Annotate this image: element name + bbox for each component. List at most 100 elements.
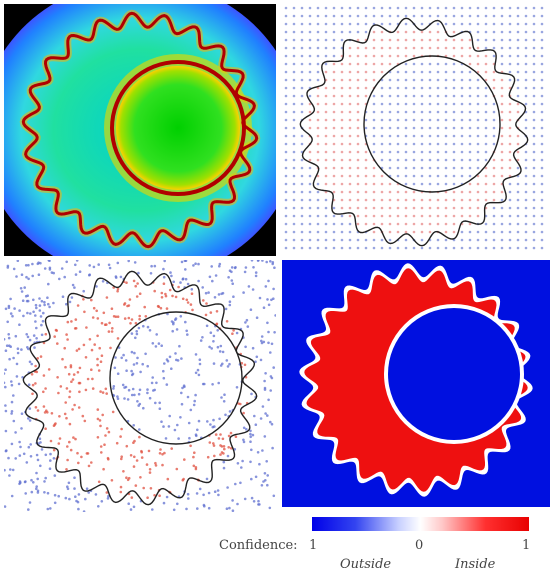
grid-sample-point	[284, 182, 288, 186]
scatter-sample-point	[78, 270, 82, 273]
grid-sample-point	[436, 86, 440, 90]
scatter-sample-point	[162, 376, 166, 380]
grid-sample-point	[364, 70, 368, 74]
grid-sample-point	[348, 126, 352, 130]
scatter-sample-point	[80, 455, 83, 459]
grid-sample-point	[356, 62, 360, 66]
scatter-sample-point	[125, 444, 129, 448]
grid-sample-point	[412, 126, 416, 130]
scatter-sample-point	[131, 387, 135, 391]
scatter-sample-point	[244, 345, 247, 349]
scatter-sample-point	[36, 409, 40, 412]
grid-sample-point	[324, 222, 328, 226]
grid-sample-point	[332, 126, 336, 130]
grid-sample-point	[412, 206, 416, 210]
grid-samples	[282, 4, 550, 256]
grid-sample-point	[372, 110, 376, 114]
scatter-sample-point	[66, 485, 69, 488]
grid-sample-point	[500, 30, 504, 34]
grid-sample-point	[404, 166, 408, 170]
scatter-sample-point	[250, 260, 254, 262]
scatter-sample-point	[158, 494, 161, 497]
grid-sample-point	[468, 38, 472, 42]
grid-sample-point	[516, 46, 520, 50]
grid-sample-point	[468, 62, 472, 66]
grid-sample-point	[316, 238, 320, 242]
scatter-sample-point	[216, 345, 220, 349]
scatter-sample-point	[122, 470, 125, 473]
grid-sample-point	[412, 62, 416, 66]
scatter-sample-point	[12, 394, 15, 397]
scatter-sample-point	[150, 264, 153, 268]
grid-sample-point	[500, 142, 504, 146]
grid-sample-point	[324, 38, 328, 42]
grid-sample-point	[324, 14, 328, 18]
scatter-sample-point	[46, 411, 49, 414]
scatter-sample-point	[264, 285, 268, 288]
grid-sample-point	[460, 110, 464, 114]
grid-sample-point	[356, 30, 360, 34]
grid-sample-point	[484, 134, 488, 138]
scatter-inner-contour	[109, 311, 243, 445]
scatter-sample-point	[76, 371, 80, 374]
scatter-sample-point	[27, 445, 31, 449]
grid-sample-point	[388, 198, 392, 202]
grid-sample-point	[292, 30, 296, 34]
scatter-sample-point	[96, 436, 100, 439]
scatter-sample-point	[34, 314, 37, 317]
grid-sample-point	[420, 46, 424, 50]
grid-sample-point	[452, 158, 456, 162]
grid-sample-point	[372, 102, 376, 106]
grid-sample-point	[476, 206, 480, 210]
grid-sample-point	[436, 6, 440, 10]
scatter-sample-point	[190, 292, 194, 295]
grid-sample-point	[444, 110, 448, 114]
grid-sample-point	[300, 86, 304, 90]
grid-sample-point	[372, 126, 376, 130]
grid-sample-point	[404, 54, 408, 58]
scatter-sample-point	[242, 291, 245, 294]
grid-sample-point	[428, 126, 432, 130]
grid-sample-point	[428, 110, 432, 114]
grid-sample-point	[452, 110, 456, 114]
grid-sample-point	[372, 14, 376, 18]
grid-sample-point	[476, 102, 480, 106]
scatter-sample-point	[243, 363, 247, 367]
grid-sample-point	[340, 222, 344, 226]
scatter-sample-point	[143, 305, 146, 309]
scatter-sample-point	[138, 292, 142, 295]
grid-sample-point	[516, 62, 520, 66]
scatter-sample-point	[216, 489, 220, 492]
grid-sample-point	[316, 46, 320, 50]
scatter-sample-point	[178, 344, 181, 348]
scatter-sample-point	[94, 493, 98, 496]
grid-sample-point	[412, 14, 416, 18]
grid-sample-point	[300, 190, 304, 194]
scatter-sample-point	[134, 284, 137, 288]
grid-sample-point	[380, 30, 384, 34]
grid-sample-point	[284, 222, 288, 226]
grid-sample-point	[532, 166, 536, 170]
scatter-sample-point	[97, 263, 100, 266]
grid-sample-point	[332, 158, 336, 162]
grid-sample-point	[332, 94, 336, 98]
scatter-sample-point	[262, 306, 266, 309]
scatter-sample-point	[83, 419, 87, 423]
scatter-sample-point	[246, 325, 250, 328]
grid-sample-point	[428, 222, 432, 226]
scatter-sample-point	[271, 446, 274, 450]
scatter-sample-point	[269, 260, 272, 263]
grid-sample-point	[292, 190, 296, 194]
scatter-sample-point	[64, 496, 68, 500]
scatter-sample-point	[173, 428, 177, 432]
scatter-sample-point	[251, 346, 255, 350]
grid-sample-point	[364, 46, 368, 50]
grid-sample-point	[444, 142, 448, 146]
grid-sample-point	[340, 22, 344, 26]
scatter-sample-point	[149, 487, 153, 490]
grid-sample-point	[516, 86, 520, 90]
scatter-background	[4, 260, 276, 512]
grid-sample-point	[364, 174, 368, 178]
scatter-sample-point	[154, 464, 158, 467]
grid-sample-point	[380, 38, 384, 42]
